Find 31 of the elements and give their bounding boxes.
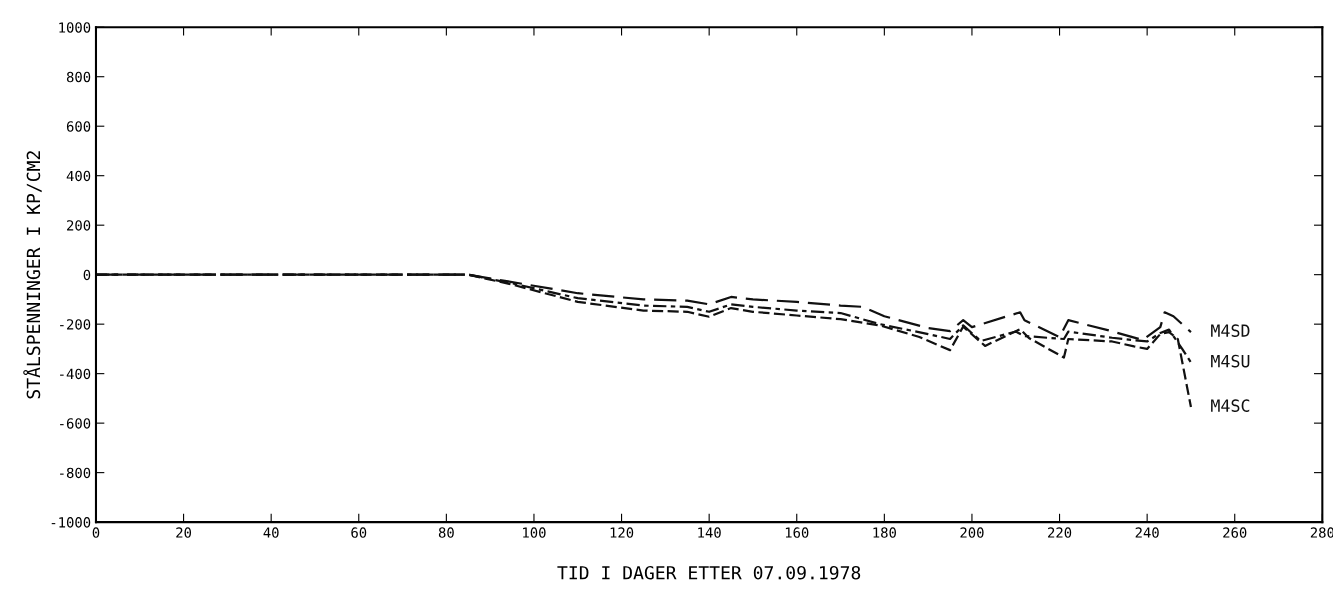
y-tick-label: 0 bbox=[83, 269, 91, 281]
x-tick-label: 20 bbox=[176, 527, 192, 538]
x-tick-label: 60 bbox=[351, 527, 367, 538]
x-tick-label: 120 bbox=[610, 527, 634, 538]
y-tick-label: -400 bbox=[60, 368, 91, 380]
x-tick-label: 0 bbox=[92, 527, 100, 538]
x-tick-label: 100 bbox=[523, 527, 546, 538]
x-tick-label: 280 bbox=[1310, 527, 1333, 538]
y-tick-label: -800 bbox=[60, 467, 91, 479]
y-tick-label: 600 bbox=[66, 121, 91, 132]
x-tick-label: 160 bbox=[785, 527, 809, 538]
y-tick-label: -200 bbox=[60, 319, 91, 330]
x-tick-label: 80 bbox=[438, 527, 454, 538]
series-label: M4SC bbox=[1211, 399, 1250, 412]
series-label: M4SU bbox=[1211, 354, 1250, 368]
y-tick-label: -1000 bbox=[51, 517, 91, 528]
y-tick-label: 400 bbox=[66, 170, 91, 182]
series-label: M4SD bbox=[1211, 324, 1250, 337]
x-tick-label: 200 bbox=[960, 527, 984, 538]
x-tick-label: 220 bbox=[1048, 527, 1072, 538]
x-tick-label: 40 bbox=[263, 527, 279, 538]
y-tick-label: 200 bbox=[67, 220, 91, 231]
x-axis-title: TID I DAGER ETTER 07.09.1978 bbox=[557, 565, 861, 580]
x-tick-label: 240 bbox=[1135, 527, 1159, 538]
y-axis-title: STÅLSPENNINGER I KP/CM2 bbox=[23, 151, 42, 399]
y-tick-label: 1000 bbox=[59, 22, 91, 33]
y-tick-label: 800 bbox=[66, 71, 91, 83]
y-tick-label: -600 bbox=[60, 418, 91, 429]
x-tick-label: 180 bbox=[873, 527, 896, 538]
x-tick-label: 260 bbox=[1223, 527, 1247, 538]
x-tick-label: 140 bbox=[698, 527, 721, 538]
